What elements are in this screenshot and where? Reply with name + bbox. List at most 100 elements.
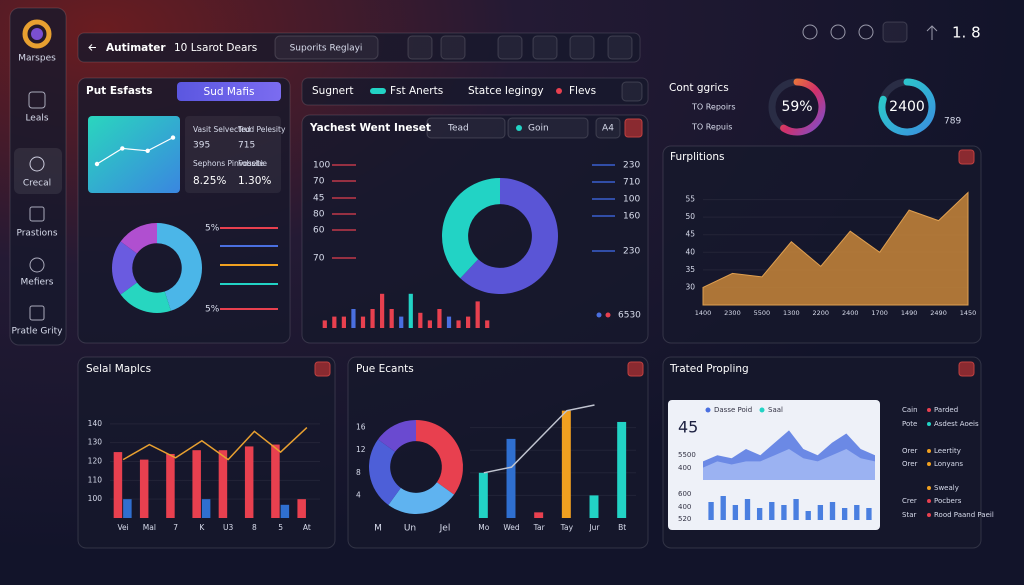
x-tick-label: Wed: [503, 523, 520, 532]
button-label[interactable]: Suporits Reglayi: [290, 44, 363, 54]
point: [94, 161, 100, 167]
bar: [389, 309, 394, 328]
filter[interactable]: Flevs: [569, 85, 596, 97]
corner-text: 1. 8: [952, 24, 981, 42]
icon-button[interactable]: [607, 35, 633, 60]
back-icon[interactable]: [88, 44, 96, 51]
bar: [341, 316, 346, 328]
y-tick-label: 100: [88, 494, 103, 503]
icon-button[interactable]: [569, 35, 595, 60]
icon[interactable]: [802, 24, 818, 40]
stat-value: 1.30%: [238, 175, 271, 187]
stat-value: 715: [238, 141, 255, 151]
close-button[interactable]: [958, 361, 975, 377]
close-button[interactable]: [624, 118, 643, 138]
gauge-arc: [780, 78, 826, 136]
bar: [427, 320, 432, 328]
filter[interactable]: Sugnert: [312, 85, 354, 97]
bar: [732, 505, 739, 520]
toggle[interactable]: [370, 88, 386, 94]
bar: [351, 309, 356, 328]
y-tick-label: 12: [356, 445, 366, 454]
chip[interactable]: [426, 117, 506, 139]
chip-label[interactable]: A4: [602, 124, 614, 134]
filter-bar: [301, 77, 649, 106]
filter[interactable]: Statce Iegingy: [468, 85, 544, 97]
summary-note: 789: [944, 117, 961, 127]
bar: [123, 499, 132, 518]
chip-label[interactable]: Goin: [528, 124, 549, 134]
bar: [322, 320, 327, 328]
nav-item[interactable]: Crecal: [23, 179, 51, 189]
close-button[interactable]: [627, 361, 644, 377]
bar: [829, 502, 836, 520]
y-tick-label: 35: [685, 265, 695, 274]
nav-item[interactable]: Mefiers: [21, 278, 54, 288]
icon-button[interactable]: [407, 35, 433, 60]
bar: [478, 472, 488, 518]
summary-title: Cont ggrics: [669, 82, 729, 94]
category-label: Un: [404, 524, 416, 534]
nav-item[interactable]: Leals: [25, 114, 48, 124]
icon-button[interactable]: [440, 35, 466, 60]
x-tick-label: U3: [223, 523, 233, 532]
nav-item[interactable]: Prastions: [16, 229, 57, 239]
bar: [201, 499, 211, 518]
x-tick-label: At: [303, 523, 311, 532]
icon-button[interactable]: [497, 35, 523, 60]
icon[interactable]: [830, 24, 846, 40]
x-tick-label: 8: [252, 523, 257, 532]
button[interactable]: [274, 35, 379, 60]
stat-label: Trud Pelesity: [237, 125, 286, 134]
panel-title: Yachest Went Ineset: [309, 122, 431, 134]
y-tick-label: 8: [356, 468, 361, 477]
bar: [456, 320, 461, 328]
x-tick-label: Jur: [588, 523, 600, 532]
donut-slice: [460, 178, 558, 294]
bar: [380, 293, 385, 328]
app-subtitle: 10 Lsarot Dears: [174, 42, 257, 54]
dot: [596, 312, 602, 318]
chip[interactable]: [595, 117, 621, 139]
close-button[interactable]: [314, 361, 331, 377]
list-label: Star: [902, 511, 916, 519]
side-label: 230: [623, 161, 640, 171]
nav-item[interactable]: Pratle Grity: [12, 327, 64, 337]
icon[interactable]: [858, 24, 874, 40]
y-tick-label: 120: [88, 457, 103, 466]
close-button[interactable]: [958, 149, 975, 165]
list-label: Leertity: [934, 447, 961, 455]
tick-label: 600: [678, 490, 691, 498]
side-label: 70: [313, 177, 325, 187]
icon: [926, 25, 938, 40]
summary-item: TO Repoirs: [691, 103, 736, 112]
chip[interactable]: [507, 117, 589, 139]
big-number: 45: [678, 418, 698, 437]
button-label[interactable]: Sud Mafis: [204, 86, 255, 98]
y-tick-label: 140: [88, 419, 103, 428]
point: [170, 135, 176, 140]
bar: [113, 452, 123, 518]
icon-button[interactable]: [621, 81, 643, 102]
search[interactable]: [882, 21, 908, 43]
bar: [589, 495, 599, 518]
x-tick-label: Tar: [533, 523, 546, 532]
icon-button[interactable]: [532, 35, 558, 60]
icon: [29, 206, 45, 222]
stat-label: Sephons Pinvosete: [193, 159, 264, 168]
bar: [720, 496, 726, 520]
dot: [759, 407, 765, 413]
bar: [506, 438, 516, 518]
list-label: Orer: [902, 447, 918, 455]
center-panel: [301, 114, 649, 344]
dot: [927, 499, 931, 503]
bar: [166, 453, 175, 518]
button[interactable]: [177, 82, 281, 101]
chip-label[interactable]: Tead: [447, 124, 469, 134]
filter[interactable]: Fst Anerts: [390, 85, 443, 97]
tick-label: 400: [678, 503, 691, 511]
legend-label: Saal: [768, 406, 783, 414]
list-label: Pocbers: [934, 497, 962, 505]
panel-title: Trated Propling: [669, 363, 749, 375]
